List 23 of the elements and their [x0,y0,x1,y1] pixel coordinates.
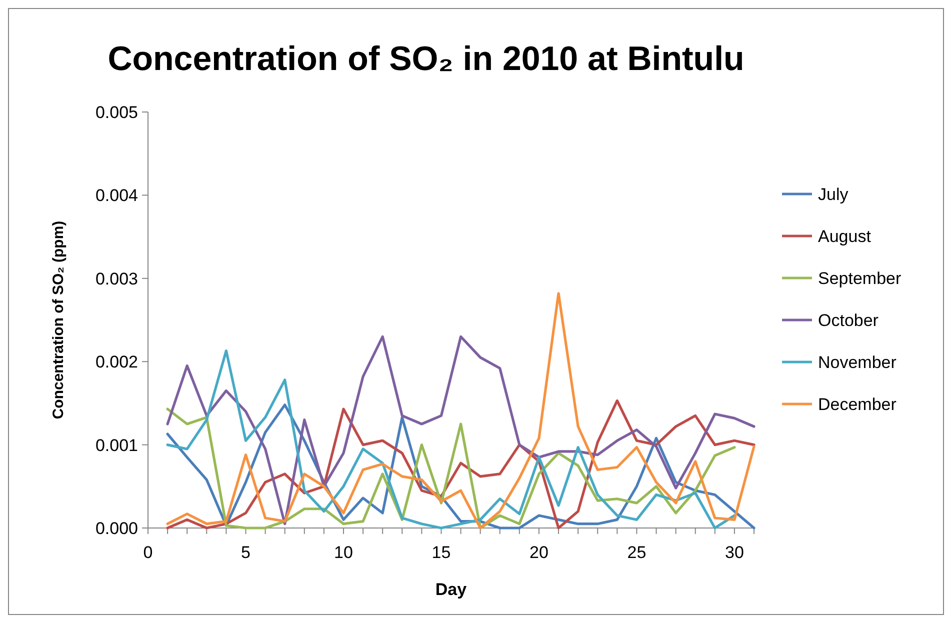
legend-label: July [818,184,849,204]
y-tick-label: 0.004 [95,186,138,206]
legend-label: September [818,268,902,288]
legend-label: November [818,352,897,372]
legend-label: October [818,310,879,330]
x-tick-label: 0 [143,543,153,562]
x-tick-label: 30 [724,543,744,562]
line-series [166,292,756,530]
legend-label: August [818,226,872,246]
x-axis-title: Day [435,580,468,599]
y-tick-label: 0.002 [95,352,138,372]
y-tick-label: 0.000 [95,518,138,538]
x-tick-label: 15 [432,543,451,562]
y-axis-title: Concentration of SO₂ (ppm) [50,220,67,420]
x-tick-label: 20 [530,543,548,562]
x-tick-label: 25 [627,543,646,562]
legend-label: December [818,394,897,414]
y-tick-label: 0.005 [95,102,138,122]
chart-title: Concentration of SO₂ in 2010 at Bintulu [108,40,744,78]
y-tick-label: 0.003 [95,269,138,288]
x-tick-label: 5 [241,543,250,562]
y-tick-label: 0.001 [95,436,138,455]
x-tick-label: 10 [334,543,353,562]
